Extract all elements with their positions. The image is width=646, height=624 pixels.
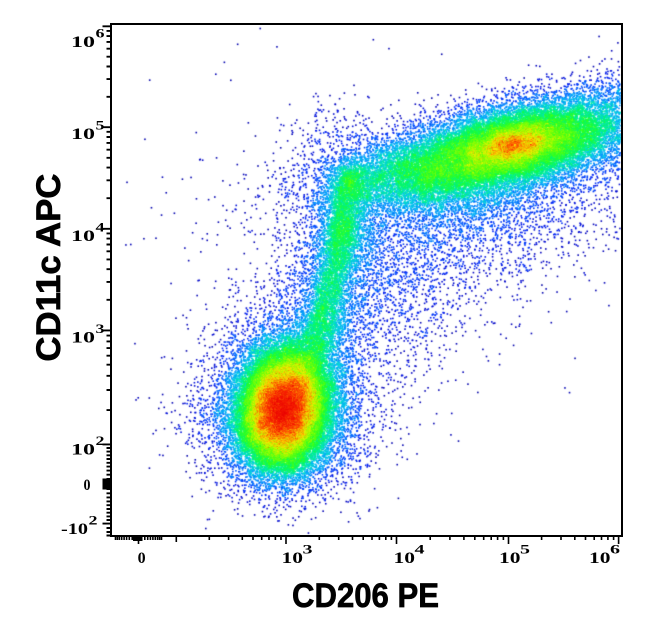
- svg-text:5: 5: [520, 542, 531, 557]
- svg-text:6: 6: [610, 542, 621, 557]
- svg-text:3: 3: [96, 321, 106, 336]
- svg-text:10: 10: [589, 550, 611, 567]
- svg-text:4: 4: [96, 219, 106, 234]
- svg-text:10: 10: [71, 329, 95, 346]
- svg-text:5: 5: [96, 118, 106, 133]
- svg-text:10: 10: [282, 550, 304, 567]
- svg-text:0: 0: [84, 477, 91, 494]
- svg-text:10: 10: [71, 34, 95, 51]
- svg-text:6: 6: [96, 26, 106, 41]
- svg-text:0: 0: [138, 550, 146, 567]
- svg-text:10: 10: [394, 550, 416, 567]
- svg-text:-10: -10: [61, 521, 88, 538]
- svg-text:10: 10: [71, 441, 95, 458]
- svg-text:3: 3: [303, 542, 314, 557]
- svg-text:CD206 PE: CD206 PE: [292, 577, 439, 615]
- svg-text:4: 4: [415, 542, 426, 557]
- svg-text:10: 10: [499, 550, 521, 567]
- svg-text:CD11c APC: CD11c APC: [30, 174, 68, 362]
- svg-text:2: 2: [89, 513, 98, 528]
- svg-text:2: 2: [96, 433, 105, 448]
- svg-text:10: 10: [71, 228, 95, 245]
- svg-text:10: 10: [71, 126, 95, 143]
